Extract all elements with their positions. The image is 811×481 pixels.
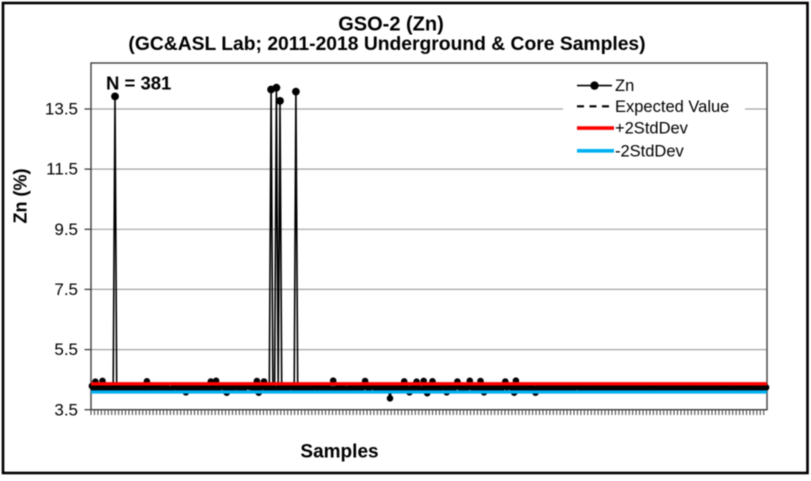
svg-text:N = 381: N = 381	[106, 73, 171, 94]
svg-text:Zn: Zn	[615, 77, 634, 95]
svg-text:+2StdDev: +2StdDev	[615, 120, 689, 138]
svg-text:Zn (%): Zn (%)	[11, 169, 31, 224]
svg-text:3.5: 3.5	[54, 400, 78, 419]
svg-text:13.5: 13.5	[45, 100, 78, 119]
svg-text:9.5: 9.5	[54, 220, 78, 239]
svg-text:GSO-2 (Zn): GSO-2 (Zn)	[338, 14, 444, 36]
svg-text:(GC&ASL Lab; 2011-2018 Undergr: (GC&ASL Lab; 2011-2018 Underground & Cor…	[128, 34, 645, 55]
svg-text:Expected Value: Expected Value	[615, 98, 729, 116]
svg-text:11.5: 11.5	[46, 160, 78, 179]
svg-text:5.5: 5.5	[54, 340, 78, 359]
svg-text:7.5: 7.5	[54, 280, 78, 299]
svg-text:Samples: Samples	[300, 442, 378, 463]
svg-text:-2StdDev: -2StdDev	[615, 142, 685, 160]
